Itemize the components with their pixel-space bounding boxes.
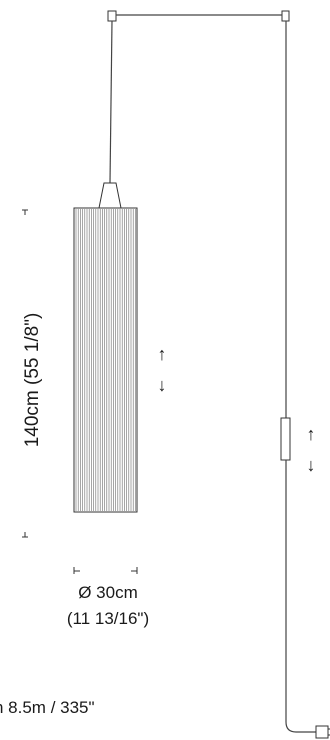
lamp-shade-ribs xyxy=(75,209,136,511)
ceiling-hook-left xyxy=(107,10,117,22)
cable-length-label: n 8.5m / 335" xyxy=(0,698,95,717)
suspension-cable xyxy=(109,20,113,184)
power-cable-lower xyxy=(285,460,316,733)
lamp-up-arrow-icon: ↑ xyxy=(157,344,167,364)
cable-down-arrow-icon: ↓ xyxy=(306,455,316,475)
ceiling-hook-right xyxy=(281,10,290,22)
diameter-inch-label: (11 13/16") xyxy=(66,609,150,628)
diameter-dimension-label: Ø 30cm xyxy=(78,583,138,602)
cable-up-arrow-icon: ↑ xyxy=(306,424,316,444)
power-plug xyxy=(315,725,329,739)
lamp-shade xyxy=(73,207,138,513)
inline-switch xyxy=(280,417,291,461)
lamp-canopy xyxy=(98,182,122,209)
height-dimension-label: 140cm (55 1/8") xyxy=(22,312,43,448)
lamp-down-arrow-icon: ↓ xyxy=(157,375,167,395)
